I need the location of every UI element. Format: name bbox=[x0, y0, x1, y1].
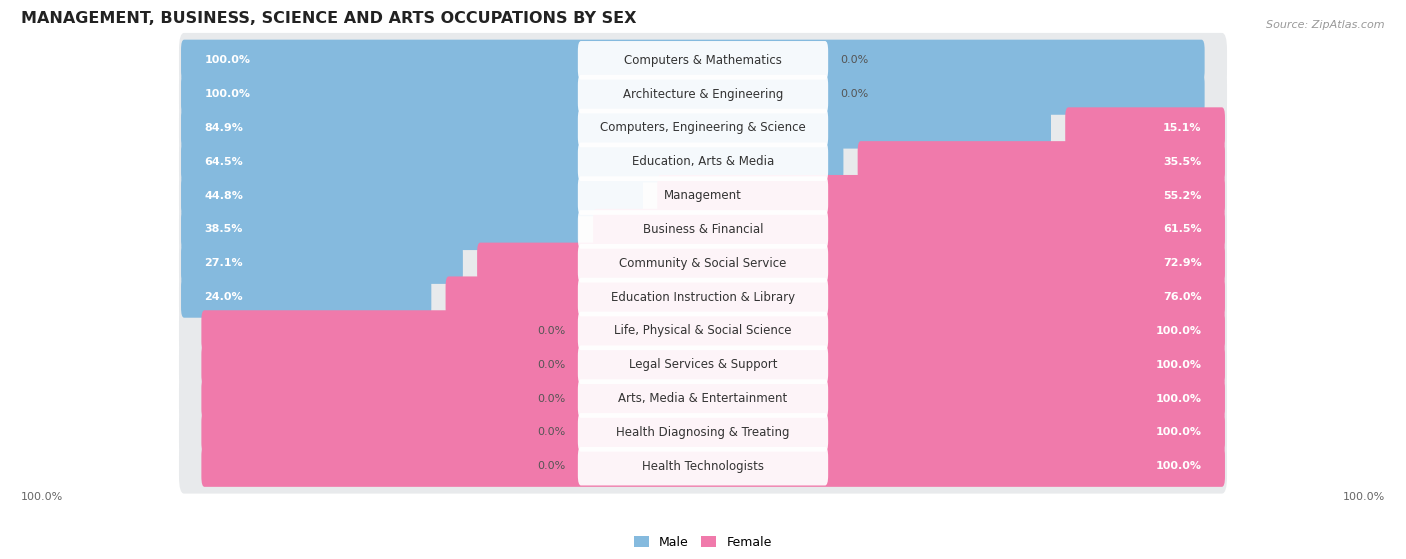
Text: 64.5%: 64.5% bbox=[204, 157, 243, 167]
FancyBboxPatch shape bbox=[179, 405, 1227, 459]
Text: Computers, Engineering & Science: Computers, Engineering & Science bbox=[600, 121, 806, 135]
FancyBboxPatch shape bbox=[181, 277, 432, 318]
FancyBboxPatch shape bbox=[446, 277, 1225, 318]
Text: Management: Management bbox=[664, 189, 742, 202]
Text: 100.0%: 100.0% bbox=[1156, 360, 1202, 369]
Text: 100.0%: 100.0% bbox=[21, 492, 63, 501]
FancyBboxPatch shape bbox=[201, 412, 1225, 453]
FancyBboxPatch shape bbox=[578, 447, 828, 485]
FancyBboxPatch shape bbox=[181, 209, 579, 250]
Text: 0.0%: 0.0% bbox=[841, 89, 869, 99]
Text: 0.0%: 0.0% bbox=[537, 360, 565, 369]
FancyBboxPatch shape bbox=[657, 175, 1225, 216]
FancyBboxPatch shape bbox=[181, 40, 1205, 81]
Text: Architecture & Engineering: Architecture & Engineering bbox=[623, 88, 783, 101]
Text: 55.2%: 55.2% bbox=[1163, 191, 1202, 201]
Text: 0.0%: 0.0% bbox=[537, 461, 565, 471]
Text: Community & Social Service: Community & Social Service bbox=[619, 257, 787, 270]
FancyBboxPatch shape bbox=[179, 202, 1227, 257]
Text: 0.0%: 0.0% bbox=[537, 428, 565, 437]
FancyBboxPatch shape bbox=[179, 134, 1227, 189]
FancyBboxPatch shape bbox=[477, 243, 1225, 284]
FancyBboxPatch shape bbox=[201, 344, 1225, 385]
Text: 27.1%: 27.1% bbox=[204, 258, 243, 268]
Text: 76.0%: 76.0% bbox=[1163, 292, 1202, 302]
Text: 38.5%: 38.5% bbox=[204, 224, 243, 234]
FancyBboxPatch shape bbox=[179, 67, 1227, 121]
FancyBboxPatch shape bbox=[578, 311, 828, 350]
FancyBboxPatch shape bbox=[578, 143, 828, 181]
FancyBboxPatch shape bbox=[578, 41, 828, 79]
FancyBboxPatch shape bbox=[578, 244, 828, 282]
Text: 0.0%: 0.0% bbox=[537, 326, 565, 336]
FancyBboxPatch shape bbox=[179, 304, 1227, 358]
FancyBboxPatch shape bbox=[181, 243, 463, 284]
Text: Computers & Mathematics: Computers & Mathematics bbox=[624, 54, 782, 67]
Text: Health Diagnosing & Treating: Health Diagnosing & Treating bbox=[616, 426, 790, 439]
FancyBboxPatch shape bbox=[181, 107, 1050, 149]
FancyBboxPatch shape bbox=[179, 439, 1227, 494]
Text: MANAGEMENT, BUSINESS, SCIENCE AND ARTS OCCUPATIONS BY SEX: MANAGEMENT, BUSINESS, SCIENCE AND ARTS O… bbox=[21, 12, 637, 26]
Text: Life, Physical & Social Science: Life, Physical & Social Science bbox=[614, 324, 792, 338]
Text: 35.5%: 35.5% bbox=[1163, 157, 1202, 167]
Text: 100.0%: 100.0% bbox=[204, 55, 250, 65]
FancyBboxPatch shape bbox=[179, 168, 1227, 223]
FancyBboxPatch shape bbox=[593, 209, 1225, 250]
Text: 100.0%: 100.0% bbox=[1156, 461, 1202, 471]
Text: Arts, Media & Entertainment: Arts, Media & Entertainment bbox=[619, 392, 787, 405]
FancyBboxPatch shape bbox=[179, 337, 1227, 392]
FancyBboxPatch shape bbox=[179, 371, 1227, 426]
FancyBboxPatch shape bbox=[181, 175, 643, 216]
Text: 0.0%: 0.0% bbox=[537, 394, 565, 404]
FancyBboxPatch shape bbox=[578, 345, 828, 384]
FancyBboxPatch shape bbox=[201, 446, 1225, 487]
Text: 100.0%: 100.0% bbox=[1343, 492, 1385, 501]
FancyBboxPatch shape bbox=[179, 33, 1227, 88]
FancyBboxPatch shape bbox=[179, 101, 1227, 155]
FancyBboxPatch shape bbox=[578, 210, 828, 249]
Text: 100.0%: 100.0% bbox=[204, 89, 250, 99]
Text: 24.0%: 24.0% bbox=[204, 292, 243, 302]
Text: Education Instruction & Library: Education Instruction & Library bbox=[612, 291, 794, 304]
FancyBboxPatch shape bbox=[578, 413, 828, 452]
FancyBboxPatch shape bbox=[201, 378, 1225, 419]
FancyBboxPatch shape bbox=[578, 379, 828, 418]
FancyBboxPatch shape bbox=[181, 73, 1205, 115]
Text: Business & Financial: Business & Financial bbox=[643, 223, 763, 236]
Legend: Male, Female: Male, Female bbox=[630, 530, 776, 554]
Text: 61.5%: 61.5% bbox=[1163, 224, 1202, 234]
Text: 0.0%: 0.0% bbox=[841, 55, 869, 65]
FancyBboxPatch shape bbox=[578, 176, 828, 215]
Text: Source: ZipAtlas.com: Source: ZipAtlas.com bbox=[1267, 20, 1385, 30]
Text: 100.0%: 100.0% bbox=[1156, 326, 1202, 336]
Text: Health Technologists: Health Technologists bbox=[643, 459, 763, 473]
FancyBboxPatch shape bbox=[578, 278, 828, 316]
Text: 15.1%: 15.1% bbox=[1163, 123, 1202, 133]
Text: 44.8%: 44.8% bbox=[204, 191, 243, 201]
FancyBboxPatch shape bbox=[1066, 107, 1225, 149]
FancyBboxPatch shape bbox=[179, 236, 1227, 291]
FancyBboxPatch shape bbox=[578, 75, 828, 113]
Text: 72.9%: 72.9% bbox=[1163, 258, 1202, 268]
FancyBboxPatch shape bbox=[858, 141, 1225, 182]
FancyBboxPatch shape bbox=[179, 269, 1227, 324]
FancyBboxPatch shape bbox=[181, 141, 844, 182]
FancyBboxPatch shape bbox=[578, 108, 828, 147]
Text: 100.0%: 100.0% bbox=[1156, 394, 1202, 404]
Text: 84.9%: 84.9% bbox=[204, 123, 243, 133]
Text: 100.0%: 100.0% bbox=[1156, 428, 1202, 437]
Text: Education, Arts & Media: Education, Arts & Media bbox=[631, 155, 775, 168]
Text: Legal Services & Support: Legal Services & Support bbox=[628, 358, 778, 371]
FancyBboxPatch shape bbox=[201, 310, 1225, 352]
